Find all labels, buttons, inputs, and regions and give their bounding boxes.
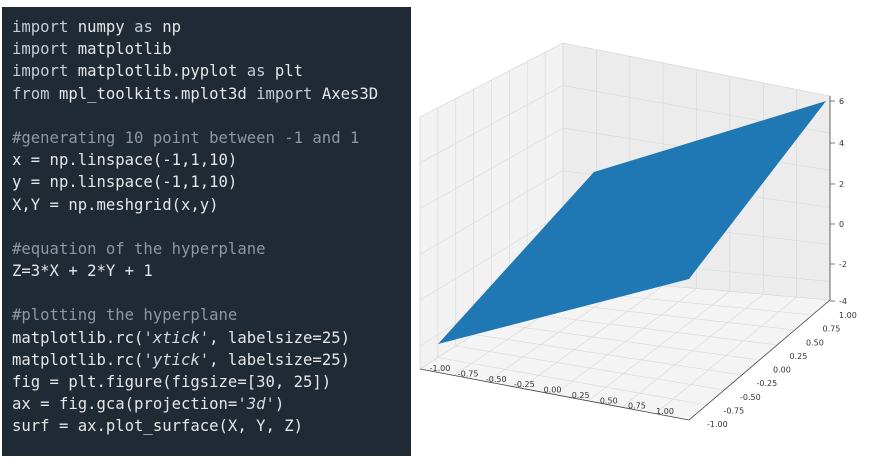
x-tick-label: -0.50 <box>486 375 507 384</box>
code-line: from mpl_toolkits.mplot3d import Axes3D <box>12 83 411 105</box>
code-line: fig = plt.figure(figsize=[30, 25]) <box>12 371 411 393</box>
code-line: #generating 10 point between -1 and 1 <box>12 127 411 149</box>
x-tick-label: -1.00 <box>430 364 451 373</box>
code-keyword: import <box>12 40 69 59</box>
code-token: matplotlib <box>68 40 172 59</box>
code-line <box>12 216 411 238</box>
x-tick-label: 0.75 <box>628 402 646 411</box>
x-tick-label: -0.25 <box>514 380 535 389</box>
z-tick-label: 6 <box>839 97 844 106</box>
code-token: Z=3*X + 2*Y + 1 <box>12 262 153 281</box>
code-keyword: import <box>256 84 313 103</box>
code-line: #plotting the hyperplane <box>12 304 411 326</box>
code-token: Axes3D <box>312 84 379 103</box>
code-token: , labelsize=25) <box>209 328 350 347</box>
code-comment: #plotting the hyperplane <box>12 306 238 325</box>
code-token: matplotlib.rc( <box>12 350 144 369</box>
y-tick-label: -0.25 <box>757 379 778 388</box>
x-tick-label: 0.25 <box>572 391 590 400</box>
z-tick-label: 2 <box>839 180 844 189</box>
code-line: X,Y = np.meshgrid(x,y) <box>12 194 411 216</box>
code-token: x = np.linspace(-1,1,10) <box>12 151 238 170</box>
code-keyword: from <box>12 84 50 103</box>
y-tick-label: 0.00 <box>773 366 791 375</box>
x-tick-label: -0.75 <box>458 369 479 378</box>
code-token: y = np.linspace(-1,1,10) <box>12 173 238 192</box>
code-editor-panel: import numpy as np import matplotlib impor… <box>2 7 411 456</box>
code-line <box>12 105 411 127</box>
code-line: matplotlib.rc('xtick', labelsize=25) <box>12 327 411 349</box>
code-string: '3d' <box>237 395 275 414</box>
code-line: surf = ax.plot_surface(X, Y, Z) <box>12 415 411 437</box>
code-keyword: import <box>12 62 69 81</box>
code-line: ax = fig.gca(projection='3d') <box>12 393 411 415</box>
z-tick-label: 0 <box>839 220 844 229</box>
code-line: Z=3*X + 2*Y + 1 <box>12 260 411 282</box>
code-token: ) <box>274 395 285 414</box>
code-line: import numpy as np <box>12 16 411 38</box>
code-line: matplotlib.rc('ytick', labelsize=25) <box>12 349 411 371</box>
z-tick-label: -2 <box>839 260 847 269</box>
code-line: import matplotlib <box>12 38 411 60</box>
code-keyword: as <box>134 18 153 36</box>
code-keyword: as <box>246 62 266 81</box>
y-tick-label: 1.00 <box>839 311 857 320</box>
code-line: #equation of the hyperplane <box>12 238 411 260</box>
y-tick-label: -1.00 <box>707 420 728 429</box>
z-tick-label: 4 <box>839 139 844 148</box>
code-line: y = np.linspace(-1,1,10) <box>12 171 411 193</box>
y-tick-label: 0.50 <box>806 338 824 347</box>
x-axis-line <box>419 368 690 421</box>
y-tick-label: -0.75 <box>724 406 745 415</box>
y-tick-label: -0.50 <box>740 393 761 402</box>
y-tick-label: 0.75 <box>823 325 841 334</box>
code-token: ax = fig.gca(projection= <box>12 395 238 414</box>
hyperplane-3d-plot: -1.00 -0.75 -0.50 -0.25 0.00 0.25 0.50 0.75 1.00… <box>419 42 857 429</box>
code-string: 'xtick' <box>143 328 210 347</box>
code-token: plt <box>265 62 304 81</box>
code-line: import matplotlib.pyplot as plt <box>12 60 411 82</box>
code-token: , labelsize=25) <box>209 350 350 369</box>
code-line <box>12 282 411 304</box>
code-token: X,Y = np.meshgrid(x,y) <box>12 195 219 214</box>
code-keyword: import <box>12 18 69 36</box>
code-token: matplotlib.rc( <box>12 328 144 347</box>
y-axis-line <box>688 299 831 421</box>
code-comment: #generating 10 point between -1 and 1 <box>12 128 360 147</box>
code-line: x = np.linspace(-1,1,10) <box>12 149 411 171</box>
x-tick-label: 0.00 <box>544 386 562 395</box>
hyperplane-surface <box>438 101 826 344</box>
code-string: 'ytick' <box>143 350 210 369</box>
code-token: fig = plt.figure(figsize=[30, 25]) <box>12 373 332 391</box>
code-token: numpy <box>68 18 135 36</box>
code-token: np <box>152 18 182 36</box>
code-token: surf = ax.plot_surface(X, Y, Z) <box>12 417 304 436</box>
x-tick-label: 0.50 <box>600 396 618 405</box>
code-comment: #equation of the hyperplane <box>12 239 266 258</box>
code-token: matplotlib.pyplot <box>68 62 247 81</box>
y-tick-label: 0.25 <box>790 352 808 361</box>
x-tick-label: 1.00 <box>656 407 674 416</box>
z-tick-label: -4 <box>839 297 847 306</box>
code-token: mpl_toolkits.mplot3d <box>49 84 257 103</box>
